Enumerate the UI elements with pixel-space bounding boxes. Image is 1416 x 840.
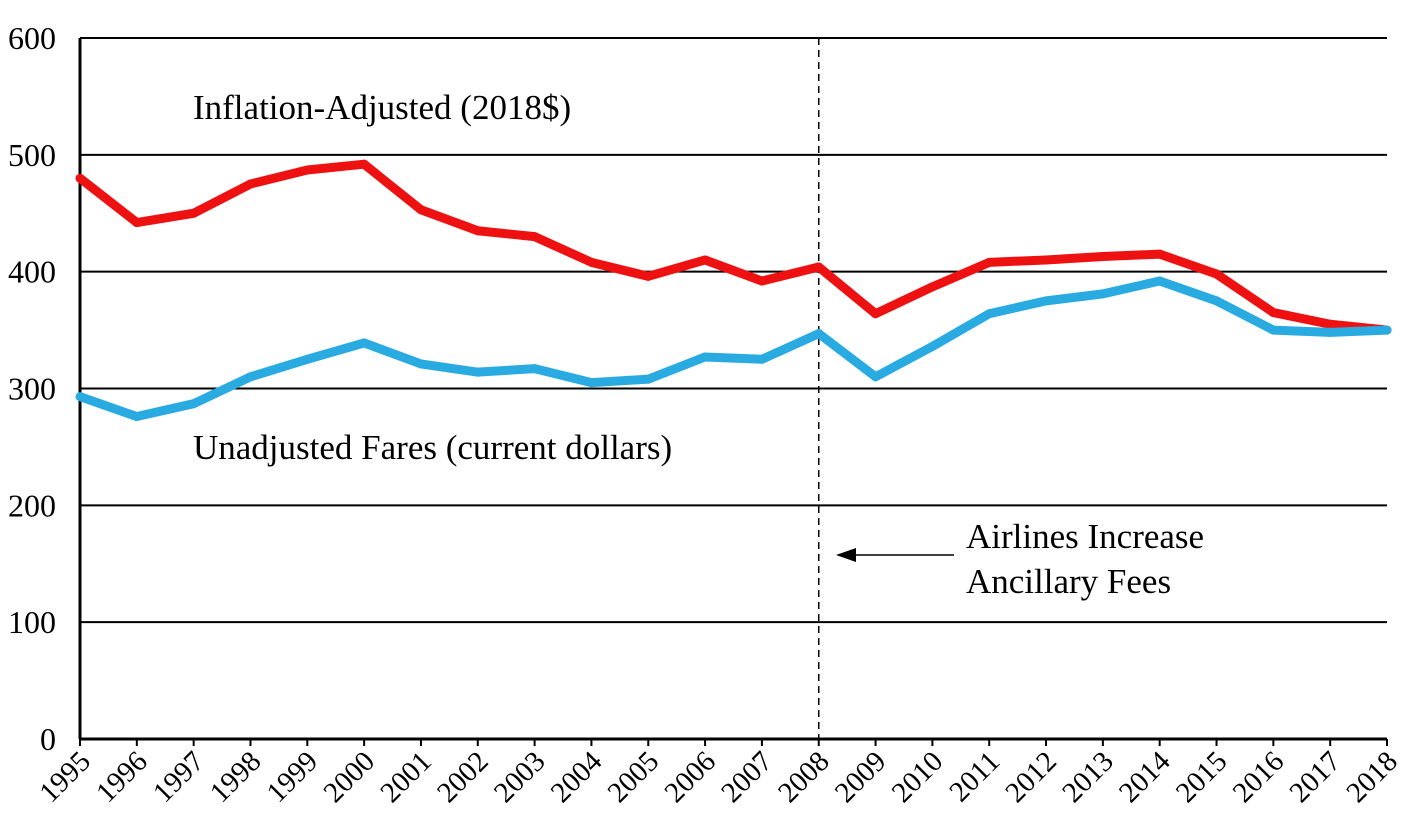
x-tick-label: 2010 [886,745,950,809]
unadjusted-fares-point-1997 [189,399,199,409]
inflation-adjusted-point-2001 [416,205,426,215]
x-tick-label: 2016 [1227,745,1291,809]
inflation-adjusted-point-2013 [1098,251,1108,261]
unadjusted-fares-point-1999 [302,354,312,364]
unadjusted-fares-point-1998 [245,372,255,382]
x-tick-label: 2002 [431,745,495,809]
inflation-adjusted-point-2008 [814,262,824,272]
x-tick-label: 2009 [829,745,893,809]
inflation-adjusted-point-1998 [245,179,255,189]
unadjusted-fares-line [78,276,1388,422]
inflation-adjusted-point-1995 [75,173,85,183]
unadjusted-fares-point-1996 [132,412,142,422]
x-tick-label: 2005 [602,745,666,809]
y-tick-label: 300 [8,371,56,407]
event-label-line1: Airlines Increase [966,517,1204,556]
x-tick-label: 2006 [658,745,722,809]
x-tick-label: 2015 [1170,745,1234,809]
x-tick-label: 2017 [1283,745,1347,809]
y-tick-label: 500 [8,137,56,173]
x-tick-label: 1998 [204,745,268,809]
inflation-adjusted-point-1999 [302,165,312,175]
unadjusted-fares-point-2018 [1382,325,1392,335]
unadjusted-fares-point-2002 [473,367,483,377]
x-tick-label: 1996 [90,745,154,809]
unadjusted-fares-point-2009 [871,372,881,382]
inflation-adjusted-point-2004 [586,257,596,267]
x-tick-label: 2003 [488,745,552,809]
inflation-adjusted-point-1997 [189,208,199,218]
series-lines [75,159,1392,422]
inflation-adjusted-point-2011 [984,257,994,267]
unadjusted-fares-point-2014 [1155,276,1165,286]
event-label-line2: Ancillary Fees [966,562,1171,601]
unadjusted-fares-point-2000 [359,338,369,348]
x-tick-label: 1997 [147,745,211,809]
y-tick-label: 400 [8,254,56,290]
unadjusted-fares-point-2017 [1325,327,1335,337]
y-tick-label: 0 [40,721,56,757]
x-tick-label: 2012 [999,745,1063,809]
inflation-adjusted-line [77,159,1388,335]
inflation-adjusted-point-2010 [927,282,937,292]
unadjusted-fares-point-2010 [927,341,937,351]
inflation-adjusted-point-2007 [757,276,767,286]
inflation-adjusted-point-2012 [1041,255,1051,265]
y-tick-label: 200 [8,487,56,523]
x-tick-label: 2008 [772,745,836,809]
inflation-adjusted-point-2017 [1325,319,1335,329]
x-tick-label: 2011 [943,745,1006,808]
inflation-adjusted-point-1996 [132,218,142,228]
gridlines [80,37,1387,624]
inflation-adjusted-point-2014 [1155,249,1165,259]
x-tick-label: 2007 [715,745,779,809]
unadjusted-fares-point-2013 [1098,289,1108,299]
x-tick-label: 2013 [1056,745,1120,809]
unadjusted-fares-point-2001 [416,359,426,369]
unadjusted-fares-point-2016 [1268,325,1278,335]
inflation-adjusted-point-2009 [871,309,881,319]
x-tick-label: 2004 [545,745,609,809]
y-tick-label: 100 [8,604,56,640]
inflation-adjusted-point-2003 [530,232,540,242]
y-tick-label: 600 [8,20,56,56]
unadjusted-fares-point-2003 [530,364,540,374]
unadjusted-fares-point-2006 [700,352,710,362]
inflation-series-label: Inflation-Adjusted (2018$) [193,88,571,127]
unadjusted-fares-point-2007 [757,354,767,364]
inflation-adjusted-point-2000 [359,159,369,169]
unadjusted-fares-point-2012 [1041,296,1051,306]
inflation-adjusted-point-2015 [1212,269,1222,279]
inflation-adjusted-point-2005 [643,271,653,281]
unadjusted-series-label: Unadjusted Fares (current dollars) [193,428,672,467]
x-tick-label: 2014 [1113,745,1177,809]
unadjusted-fares-point-2011 [984,309,994,319]
x-tick-label: 1999 [261,745,325,809]
inflation-adjusted-point-2002 [473,226,483,236]
unadjusted-fares-point-2005 [643,374,653,384]
inflation-adjusted-point-2016 [1268,308,1278,318]
unadjusted-fares-point-2008 [814,329,824,339]
unadjusted-fares-point-2004 [586,378,596,388]
unadjusted-fares-point-1995 [75,392,85,402]
axes: 0100200300400500600199519961997199819992… [8,20,1404,809]
inflation-adjusted-point-2006 [700,255,710,265]
unadjusted-fares-point-2015 [1212,296,1222,306]
x-tick-label: 2018 [1340,745,1404,809]
x-tick-label: 2000 [317,745,381,809]
x-tick-label: 2001 [374,745,438,809]
